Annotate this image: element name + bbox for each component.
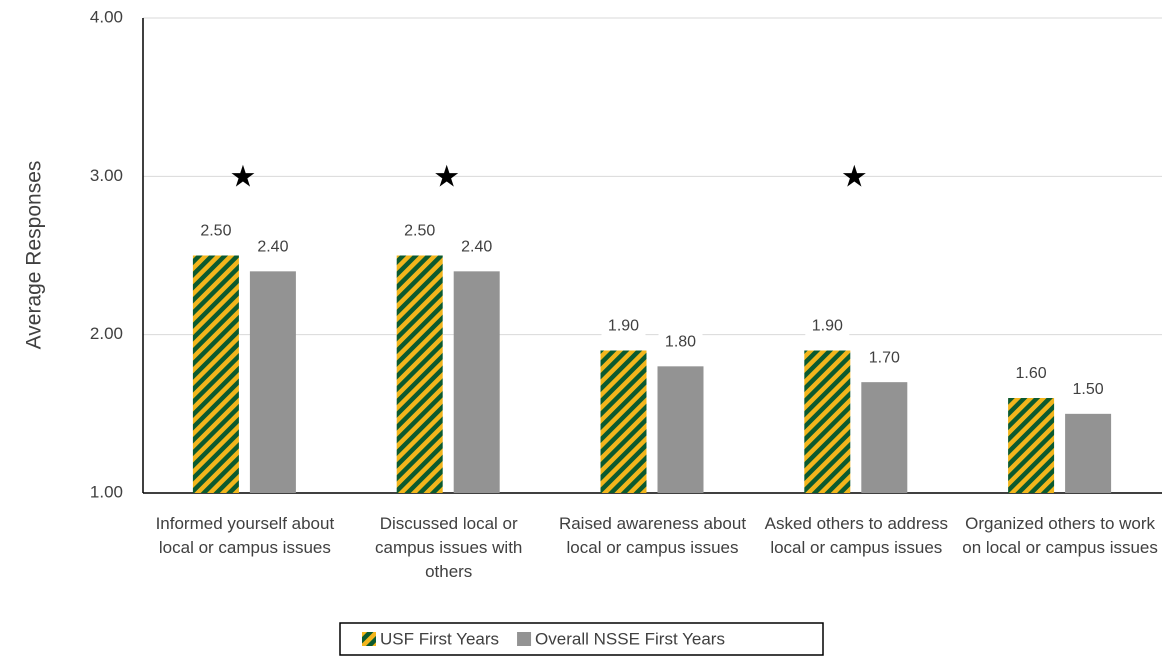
x-tick-label: Discussed local or campus issues with ot… — [374, 514, 523, 581]
significance-marker: ★ — [433, 160, 460, 193]
value-label-bg — [601, 315, 646, 338]
bar — [804, 350, 851, 493]
x-tick-label: Asked others to address local or campus … — [764, 514, 948, 557]
bar — [192, 255, 239, 493]
significance-marker: ★ — [841, 160, 868, 193]
significance-marker: ★ — [229, 160, 256, 193]
y-tick-label: 3.00 — [90, 166, 123, 185]
value-label-bg — [805, 315, 850, 338]
legend-swatch — [517, 632, 532, 646]
value-label: 1.80 — [665, 334, 696, 351]
legend-label: USF First Years — [380, 629, 499, 648]
legend-swatch — [362, 632, 376, 646]
value-label: 2.40 — [461, 239, 492, 256]
value-label-bg — [658, 331, 703, 354]
value-label: 2.50 — [404, 223, 435, 240]
value-label: 2.50 — [200, 223, 231, 240]
bar — [861, 382, 908, 493]
value-label-bg — [397, 220, 442, 243]
bar — [657, 366, 704, 493]
y-axis-label: Average Responses — [23, 161, 46, 350]
value-label-bg — [454, 236, 499, 259]
bar — [453, 271, 500, 493]
value-label: 2.40 — [257, 239, 288, 256]
y-tick-label: 4.00 — [90, 7, 123, 26]
value-label-bg — [862, 347, 907, 370]
legend-label: Overall NSSE First Years — [535, 629, 725, 648]
bar — [600, 350, 647, 493]
value-label: 1.50 — [1073, 381, 1104, 398]
bar — [396, 255, 443, 493]
x-tick-label: Informed yourself about local or campus … — [155, 514, 335, 557]
legend-box — [339, 622, 824, 656]
x-tick-label: Raised awareness about local or campus i… — [558, 514, 747, 557]
bar — [1008, 398, 1055, 493]
value-label: 1.60 — [1016, 365, 1047, 382]
value-label: 1.90 — [812, 318, 843, 335]
value-label-bg — [193, 220, 238, 243]
bar — [249, 271, 296, 493]
value-label-bg — [1009, 363, 1054, 385]
bar — [1065, 413, 1112, 493]
value-label: 1.70 — [869, 349, 900, 366]
x-tick-label: Organized others to work on local or cam… — [962, 514, 1158, 557]
value-label-bg — [1066, 378, 1111, 401]
y-tick-label: 1.00 — [90, 482, 123, 501]
value-label: 1.90 — [608, 318, 639, 335]
value-label-bg — [250, 236, 295, 259]
y-tick-label: 2.00 — [90, 324, 123, 343]
